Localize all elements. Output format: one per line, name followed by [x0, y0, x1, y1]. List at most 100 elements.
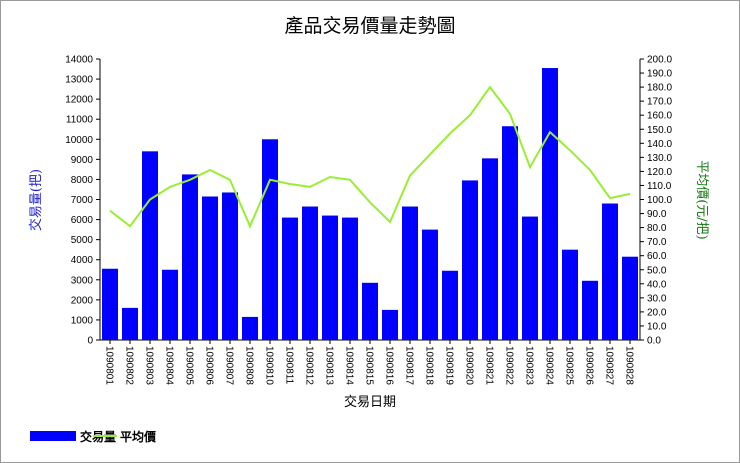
volume-bar — [242, 316, 258, 340]
y2-tick-label: 100.0 — [647, 195, 672, 206]
y-tick-label: 12000 — [65, 95, 93, 106]
y2-tick-label: 30.0 — [647, 293, 667, 304]
x-tick-label: 1090814 — [344, 346, 355, 385]
volume-bar — [142, 151, 158, 340]
volume-bar — [122, 307, 138, 340]
y2-tick-label: 70.0 — [647, 237, 667, 248]
x-tick-label: 1090806 — [204, 346, 215, 385]
y-tick-label: 0 — [87, 336, 93, 347]
x-tick-label: 1090825 — [564, 346, 575, 385]
x-tick-label: 1090818 — [424, 346, 435, 385]
x-tick-label: 1090823 — [524, 346, 535, 385]
y2-tick-label: 160.0 — [647, 111, 672, 122]
volume-bar — [422, 229, 438, 340]
y-tick-label: 10000 — [65, 135, 93, 146]
volume-bar — [342, 217, 358, 340]
y2-tick-label: 110.0 — [647, 181, 672, 192]
x-tick-label: 1090817 — [404, 346, 415, 385]
x-tick-label: 1090816 — [384, 346, 395, 385]
y2-tick-label: 20.0 — [647, 307, 667, 318]
y-tick-label: 11000 — [66, 115, 94, 126]
y2-axis-label: 平均價(元/把) — [694, 160, 709, 240]
plot-area: 0 1000 2000 3000 4000 5000 6000 7000 8000 9000 100… — [65, 55, 672, 386]
volume-bar — [102, 268, 118, 340]
x-tick-label: 1090821 — [484, 346, 495, 385]
y-tick-label: 9000 — [71, 155, 94, 166]
volume-bar — [282, 217, 298, 340]
volume-bar — [582, 280, 598, 340]
y2-tick-label: 60.0 — [647, 251, 667, 262]
y-tick-label: 13000 — [65, 75, 93, 86]
x-axis-label: 交易日期 — [344, 394, 396, 410]
volume-bar — [402, 206, 418, 340]
x-tick-label: 1090804 — [164, 346, 175, 385]
volume-bar — [482, 158, 498, 340]
x-tick-label: 1090802 — [124, 346, 135, 385]
y2-tick-label: 170.0 — [647, 97, 672, 108]
volume-bar — [262, 139, 278, 340]
x-tick-label: 1090812 — [304, 346, 315, 385]
volume-bar — [382, 309, 398, 340]
x-tick-label: 1090808 — [244, 346, 255, 385]
y2-tick-label: 150.0 — [647, 125, 672, 136]
y-tick-label: 5000 — [71, 235, 94, 246]
y2-tick-label: 80.0 — [647, 223, 667, 234]
y2-tick-label: 120.0 — [647, 167, 672, 178]
x-tick-label: 1090807 — [224, 346, 235, 385]
y-tick-label: 1000 — [71, 315, 94, 326]
y2-tick-label: 180.0 — [647, 83, 672, 94]
y2-tick-label: 140.0 — [647, 139, 672, 150]
legend-label-price: 平均價 — [120, 429, 157, 444]
volume-bar — [302, 206, 318, 340]
y2-tick-label: 50.0 — [647, 265, 667, 276]
x-tick-label: 1090801 — [104, 346, 115, 385]
y-tick-label: 8000 — [71, 175, 94, 186]
y2-tick-label: 130.0 — [647, 153, 672, 164]
x-tick-label: 1090803 — [144, 346, 155, 385]
y-tick-label: 2000 — [71, 295, 94, 306]
x-tick-label: 1090811 — [284, 346, 295, 385]
y-tick-label: 6000 — [71, 215, 94, 226]
y2-tick-label: 200.0 — [647, 55, 672, 66]
y2-tick-label: 10.0 — [647, 321, 667, 332]
volume-bar — [522, 216, 538, 340]
y2-tick-label: 0.0 — [647, 336, 661, 347]
y2-tick-label: 190.0 — [647, 69, 672, 80]
volume-bar — [362, 282, 378, 340]
y-tick-label: 7000 — [71, 195, 94, 206]
x-tick-label: 1090826 — [584, 346, 595, 385]
legend: 交易量 平均價 — [30, 429, 157, 444]
y-axis-label: 交易量(把) — [28, 169, 44, 231]
volume-bar — [442, 270, 458, 340]
x-tick-label: 1090824 — [544, 346, 555, 385]
legend-swatch-volume — [30, 431, 76, 441]
y-tick-label: 3000 — [71, 275, 94, 286]
x-tick-label: 1090813 — [324, 346, 335, 385]
volume-bar — [502, 126, 518, 340]
volume-bar — [182, 174, 198, 340]
volume-bar — [462, 180, 478, 340]
x-tick-label: 1090805 — [184, 346, 195, 385]
chart-title: 產品交易價量走勢圖 — [284, 15, 455, 37]
volume-bar — [202, 196, 218, 340]
y-tick-label: 4000 — [71, 255, 94, 266]
volume-bar — [322, 215, 338, 340]
y2-tick-label: 90.0 — [647, 209, 667, 220]
x-tick-label: 1090810 — [264, 346, 275, 385]
volume-bar — [562, 249, 578, 340]
x-tick-label: 1090819 — [444, 346, 455, 385]
x-tick-label: 1090827 — [604, 346, 615, 385]
volume-bar — [542, 68, 558, 341]
volume-bar — [602, 203, 618, 340]
volume-bar — [622, 256, 638, 340]
x-tick-label: 1090828 — [624, 346, 635, 385]
y-tick-label: 14000 — [65, 55, 93, 66]
x-tick-label: 1090822 — [504, 346, 515, 385]
x-tick-label: 1090815 — [364, 346, 375, 385]
y2-tick-label: 40.0 — [647, 279, 667, 290]
volume-bar — [162, 269, 178, 340]
volume-bar — [222, 192, 238, 340]
x-tick-label: 1090820 — [464, 346, 475, 385]
average-price-line — [109, 85, 631, 229]
